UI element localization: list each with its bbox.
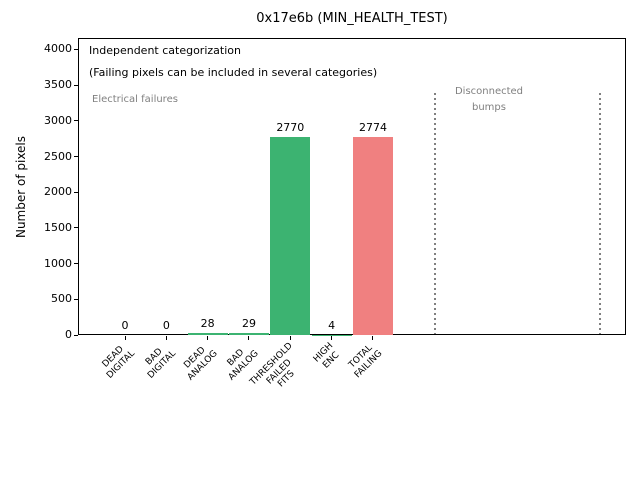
- dotted-divider-right: [599, 93, 601, 334]
- y-tick-label: 1000: [44, 256, 72, 270]
- annotation-heading: Independent categorization: [89, 44, 241, 57]
- y-tick-mark: [74, 298, 78, 300]
- x-tick-mark: [207, 336, 209, 340]
- y-tick-mark: [74, 120, 78, 122]
- y-tick-label: 1500: [44, 220, 72, 234]
- x-tick-mark: [372, 336, 374, 340]
- x-category-label-text: DEAD ANALOG: [182, 345, 220, 383]
- y-tick-label: 2000: [44, 185, 72, 199]
- bar: [187, 333, 228, 335]
- x-category-label-text: TOTAL FAILING: [347, 343, 385, 380]
- bar-value-label: 29: [241, 316, 256, 330]
- x-category-label-text: BAD DIGITAL: [144, 346, 178, 381]
- y-tick-mark: [74, 227, 78, 229]
- disconnected-bumps-region-label: Disconnected bumps: [454, 86, 524, 113]
- x-category-label-text: THRESHOLD FAILED FITS: [247, 341, 297, 390]
- annotation-subheading: (Failing pixels can be included in sever…: [89, 66, 378, 79]
- y-tick-mark: [74, 48, 78, 50]
- y-tick-mark: [74, 263, 78, 265]
- plot-area: [78, 38, 626, 335]
- chart-title: 0x17e6b (MIN_HEALTH_TEST): [256, 11, 448, 26]
- y-tick-mark: [74, 191, 78, 193]
- y-axis-label: Number of pixels: [14, 135, 28, 239]
- bar-value-label: 4: [328, 318, 336, 332]
- y-tick-mark: [74, 156, 78, 157]
- y-tick-label: 0: [65, 328, 72, 341]
- bar-value-label: 2770: [276, 121, 305, 135]
- bar: [228, 332, 269, 335]
- y-tick-mark: [74, 334, 78, 336]
- electrical-failures-region-label: Electrical failures: [92, 94, 178, 105]
- bar: [352, 136, 393, 335]
- y-tick-label: 4000: [44, 42, 72, 56]
- bar-value-label: 0: [162, 319, 170, 332]
- x-tick-mark: [331, 336, 333, 340]
- bar: [270, 137, 311, 335]
- y-tick-label: 500: [51, 292, 72, 306]
- x-category-label-text: HIGH ENC: [312, 341, 342, 371]
- dotted-divider-left: [434, 93, 436, 334]
- y-tick-label: 3500: [44, 78, 72, 92]
- x-tick-mark: [124, 336, 126, 340]
- bar-value-label: 0: [121, 319, 129, 332]
- y-tick-label: 2500: [44, 149, 72, 163]
- x-tick-mark: [289, 336, 291, 340]
- bar-value-label: 2774: [358, 120, 387, 134]
- x-category-label-text: DEAD DIGITAL: [100, 344, 137, 381]
- y-tick-mark: [74, 84, 78, 86]
- y-tick-label: 3000: [44, 113, 72, 127]
- bar-value-label: 28: [200, 317, 215, 330]
- x-tick-mark: [248, 336, 250, 340]
- x-tick-mark: [165, 336, 167, 340]
